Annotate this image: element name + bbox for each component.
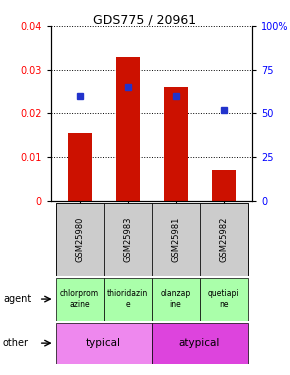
Bar bbox=[200, 278, 247, 321]
Text: agent: agent bbox=[3, 294, 31, 304]
Text: GSM25980: GSM25980 bbox=[75, 216, 84, 262]
Bar bbox=[152, 202, 200, 276]
Bar bbox=[56, 278, 104, 321]
Text: GSM25981: GSM25981 bbox=[171, 216, 180, 262]
Bar bbox=[115, 57, 139, 201]
Text: olanzap
ine: olanzap ine bbox=[160, 290, 191, 309]
Text: chlorprom
azine: chlorprom azine bbox=[60, 290, 99, 309]
Bar bbox=[152, 322, 247, 364]
Text: GDS775 / 20961: GDS775 / 20961 bbox=[93, 13, 197, 26]
Bar bbox=[56, 202, 104, 276]
Bar bbox=[56, 322, 152, 364]
Text: GSM25983: GSM25983 bbox=[123, 216, 132, 262]
Text: atypical: atypical bbox=[179, 338, 220, 348]
Text: quetiapi
ne: quetiapi ne bbox=[208, 290, 239, 309]
Text: typical: typical bbox=[86, 338, 121, 348]
Bar bbox=[104, 202, 151, 276]
Bar bbox=[104, 278, 151, 321]
Text: thioridazin
e: thioridazin e bbox=[107, 290, 148, 309]
Bar bbox=[164, 87, 188, 201]
Bar bbox=[200, 202, 247, 276]
Bar bbox=[68, 133, 92, 201]
Text: other: other bbox=[3, 338, 29, 348]
Bar bbox=[152, 278, 200, 321]
Bar bbox=[211, 170, 235, 201]
Text: GSM25982: GSM25982 bbox=[219, 216, 228, 262]
